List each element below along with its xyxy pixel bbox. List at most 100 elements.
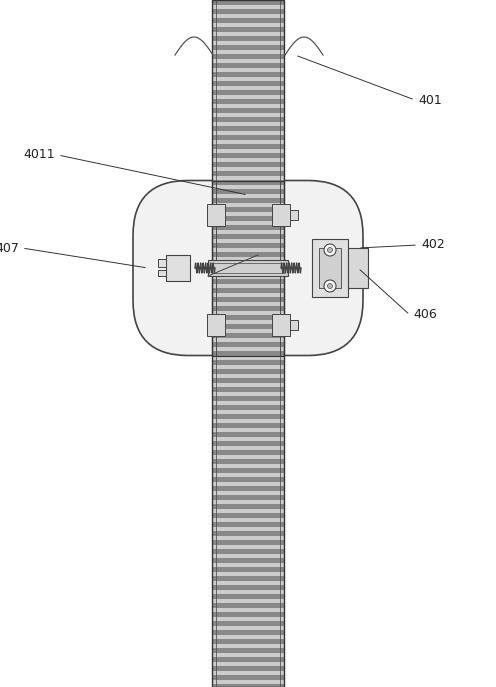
Bar	[212, 653, 284, 657]
Bar	[212, 387, 284, 392]
Bar	[212, 85, 284, 90]
Bar	[212, 644, 284, 648]
Bar	[212, 337, 284, 342]
Bar	[212, 81, 284, 85]
Bar	[212, 148, 284, 153]
Bar	[212, 504, 284, 508]
Bar	[212, 306, 284, 311]
Bar	[212, 328, 284, 333]
Bar	[212, 234, 284, 238]
Bar	[212, 0, 284, 5]
Bar	[212, 540, 284, 545]
Bar	[319, 248, 341, 288]
Bar	[212, 45, 284, 49]
Bar	[212, 0, 284, 687]
Bar	[212, 455, 284, 459]
Bar	[212, 495, 284, 499]
Bar	[212, 581, 284, 585]
Bar	[212, 464, 284, 468]
Bar	[212, 554, 284, 558]
Bar	[212, 284, 284, 288]
Bar	[212, 108, 284, 113]
Bar	[212, 185, 284, 189]
Bar	[212, 499, 284, 504]
Bar	[212, 491, 284, 495]
Bar	[212, 324, 284, 328]
Bar	[212, 621, 284, 625]
Bar	[212, 567, 284, 572]
Bar	[212, 567, 284, 572]
Bar	[212, 563, 284, 567]
Bar	[212, 396, 284, 401]
Bar	[212, 315, 284, 319]
Bar	[212, 27, 284, 32]
Bar	[212, 662, 284, 666]
Bar	[212, 279, 284, 284]
Bar	[212, 625, 284, 630]
Bar	[212, 526, 284, 531]
Bar	[212, 238, 284, 243]
Bar	[212, 598, 284, 603]
Bar	[212, 427, 284, 432]
Bar	[212, 302, 284, 306]
FancyBboxPatch shape	[133, 181, 363, 355]
Bar	[212, 346, 284, 351]
Bar	[212, 369, 284, 374]
Bar	[212, 216, 284, 221]
Bar	[212, 243, 284, 247]
Bar	[212, 684, 284, 687]
Bar	[212, 117, 284, 122]
Bar	[212, 54, 284, 58]
Bar	[212, 549, 284, 554]
Bar	[212, 630, 284, 635]
Bar	[212, 171, 284, 175]
Bar	[212, 157, 284, 162]
Bar	[212, 207, 284, 212]
Bar	[212, 486, 284, 491]
Bar	[212, 572, 284, 576]
Bar	[212, 203, 284, 207]
Bar	[212, 144, 284, 148]
Bar	[212, 513, 284, 517]
Bar	[212, 49, 284, 54]
Bar	[212, 72, 284, 76]
Bar	[212, 491, 284, 495]
Bar	[212, 630, 284, 635]
Bar	[212, 450, 284, 455]
Bar	[212, 459, 284, 464]
Bar	[158, 259, 166, 267]
Bar	[212, 203, 284, 207]
Bar	[212, 477, 284, 482]
Bar	[212, 275, 284, 279]
Bar	[212, 499, 284, 504]
Bar	[212, 122, 284, 126]
Bar	[212, 423, 284, 427]
Bar	[212, 576, 284, 581]
Bar	[212, 635, 284, 639]
Text: 407: 407	[0, 242, 19, 254]
Bar	[212, 14, 284, 18]
Bar	[212, 23, 284, 27]
Bar	[212, 351, 284, 355]
Bar	[312, 239, 348, 297]
Bar	[212, 261, 284, 265]
Bar	[212, 171, 284, 175]
Bar	[212, 252, 284, 256]
Bar	[212, 517, 284, 522]
Bar	[212, 238, 284, 243]
Bar	[212, 9, 284, 14]
Bar	[212, 383, 284, 387]
Bar	[212, 644, 284, 648]
Bar	[212, 351, 284, 355]
Bar	[212, 671, 284, 675]
Bar	[212, 671, 284, 675]
Bar	[212, 270, 284, 275]
Bar	[212, 486, 284, 491]
Bar	[212, 378, 284, 383]
Bar	[212, 180, 284, 185]
Bar	[212, 648, 284, 653]
Bar	[212, 139, 284, 144]
Bar	[212, 603, 284, 607]
Bar	[212, 58, 284, 63]
Bar	[212, 95, 284, 99]
